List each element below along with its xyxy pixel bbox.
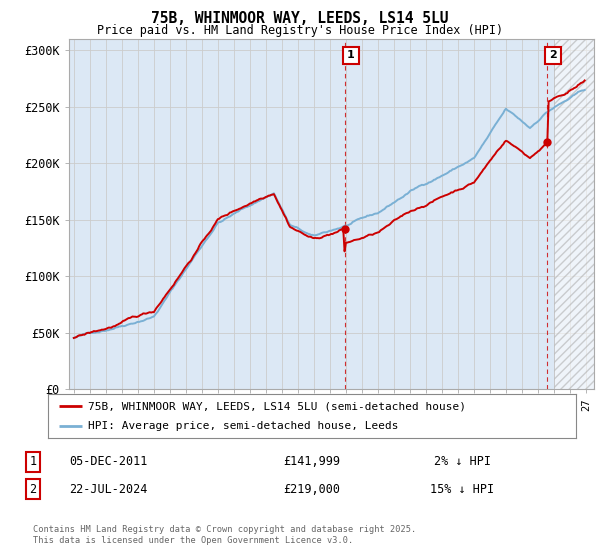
Text: £141,999: £141,999 — [284, 455, 341, 468]
Text: 75B, WHINMOOR WAY, LEEDS, LS14 5LU (semi-detached house): 75B, WHINMOOR WAY, LEEDS, LS14 5LU (semi… — [88, 401, 466, 411]
Text: 1: 1 — [29, 455, 37, 468]
Text: 15% ↓ HPI: 15% ↓ HPI — [430, 483, 494, 496]
Text: 1: 1 — [347, 50, 355, 60]
Text: 2: 2 — [549, 50, 557, 60]
Text: 2: 2 — [29, 483, 37, 496]
Text: 22-JUL-2024: 22-JUL-2024 — [69, 483, 147, 496]
Text: 2% ↓ HPI: 2% ↓ HPI — [433, 455, 491, 468]
Text: Price paid vs. HM Land Registry's House Price Index (HPI): Price paid vs. HM Land Registry's House … — [97, 24, 503, 37]
Text: 05-DEC-2011: 05-DEC-2011 — [69, 455, 147, 468]
Text: £219,000: £219,000 — [284, 483, 341, 496]
Text: 75B, WHINMOOR WAY, LEEDS, LS14 5LU: 75B, WHINMOOR WAY, LEEDS, LS14 5LU — [151, 11, 449, 26]
Text: Contains HM Land Registry data © Crown copyright and database right 2025.
This d: Contains HM Land Registry data © Crown c… — [33, 525, 416, 545]
Text: HPI: Average price, semi-detached house, Leeds: HPI: Average price, semi-detached house,… — [88, 421, 398, 431]
